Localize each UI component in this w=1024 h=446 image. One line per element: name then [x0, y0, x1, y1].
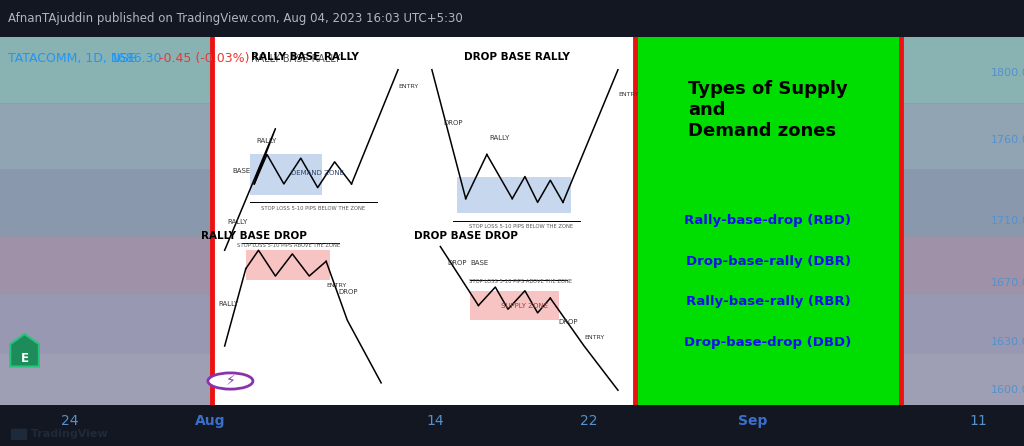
Bar [0, 235, 1024, 294]
Text: Aug: Aug [195, 413, 225, 428]
Text: Drop-base-rally (DBR): Drop-base-rally (DBR) [685, 255, 851, 268]
Bar [470, 291, 559, 320]
Text: STOP LOSS 5-10 PIPS ABOVE THE ZONE: STOP LOSS 5-10 PIPS ABOVE THE ZONE [469, 279, 572, 285]
Text: 1600.00: 1600.00 [991, 385, 1024, 395]
Text: RALLY: RALLY [257, 138, 278, 145]
Text: 14: 14 [426, 413, 444, 428]
Text: ⚡: ⚡ [225, 374, 236, 388]
Text: ENTRY: ENTRY [584, 334, 604, 340]
Text: 11: 11 [969, 413, 987, 428]
Text: Rally-base-drop (RBD): Rally-base-drop (RBD) [684, 214, 852, 227]
Text: SUPPLY ZONE: SUPPLY ZONE [502, 302, 549, 309]
Text: DROP BASE RALLY: DROP BASE RALLY [464, 52, 569, 62]
Text: -0.45 (-0.03%): -0.45 (-0.03%) [159, 52, 249, 65]
Bar [212, 37, 635, 405]
Text: ENTRY: ENTRY [617, 91, 638, 96]
Text: RALLY: RALLY [219, 301, 239, 306]
Text: 1686.30: 1686.30 [111, 52, 162, 65]
Text: RALLY BASE DROP: RALLY BASE DROP [202, 231, 307, 240]
Text: 1710.00: 1710.00 [991, 216, 1024, 226]
Text: TATACOMM, 1D, NSE: TATACOMM, 1D, NSE [8, 52, 136, 65]
Text: ENTRY: ENTRY [327, 283, 346, 288]
Bar [250, 154, 322, 195]
Text: Drop-base-drop (DBD): Drop-base-drop (DBD) [684, 336, 852, 349]
Text: RALLY BASE RALLY: RALLY BASE RALLY [251, 52, 359, 62]
Text: STOP LOSS 5-10 PIPS BELOW THE ZONE: STOP LOSS 5-10 PIPS BELOW THE ZONE [469, 224, 572, 229]
Text: ENTRY: ENTRY [398, 84, 418, 89]
Text: RALLY: RALLY [227, 219, 248, 226]
Text: 22: 22 [580, 413, 598, 428]
Text: Types of Supply
and
Demand zones: Types of Supply and Demand zones [688, 80, 848, 140]
Text: DROP: DROP [339, 289, 358, 295]
Text: STOP LOSS 5-10 PIPS ABOVE THE ZONE: STOP LOSS 5-10 PIPS ABOVE THE ZONE [237, 243, 340, 248]
Polygon shape [10, 334, 39, 367]
Text: 1800.00: 1800.00 [991, 68, 1024, 78]
Text: 1630.00: 1630.00 [991, 337, 1024, 347]
Text: 1760.00: 1760.00 [991, 135, 1024, 145]
Bar [635, 37, 901, 405]
Text: DROP: DROP [443, 120, 463, 126]
Text: RALLY BASE RALLY: RALLY BASE RALLY [251, 54, 340, 64]
Text: Sep: Sep [738, 413, 767, 428]
Text: BASE: BASE [232, 168, 251, 174]
Text: 24: 24 [60, 413, 79, 428]
Circle shape [208, 373, 253, 389]
Text: DROP: DROP [559, 319, 579, 325]
Text: RALLY: RALLY [489, 135, 510, 141]
Bar [0, 103, 1024, 169]
Bar [458, 177, 571, 213]
Text: AfnanTAjuddin published on TradingView.com, Aug 04, 2023 16:03 UTC+5:30: AfnanTAjuddin published on TradingView.c… [8, 12, 463, 25]
Text: 1670.00: 1670.00 [991, 278, 1024, 289]
Text: DEMAND ZONE: DEMAND ZONE [291, 170, 344, 176]
Bar [0, 353, 1024, 405]
Text: ██ TradingView: ██ TradingView [10, 429, 108, 440]
Bar [0, 169, 1024, 235]
Bar [0, 37, 1024, 103]
Text: DROP: DROP [447, 260, 467, 266]
Text: STOP LOSS 5-10 PIPS BELOW THE ZONE: STOP LOSS 5-10 PIPS BELOW THE ZONE [261, 206, 366, 211]
Bar [246, 250, 331, 280]
Text: DROP BASE DROP: DROP BASE DROP [414, 231, 518, 240]
Text: E: E [20, 352, 29, 365]
Bar [0, 294, 1024, 353]
Text: BASE: BASE [470, 260, 488, 266]
Text: Rally-base-rally (RBR): Rally-base-rally (RBR) [686, 295, 850, 308]
